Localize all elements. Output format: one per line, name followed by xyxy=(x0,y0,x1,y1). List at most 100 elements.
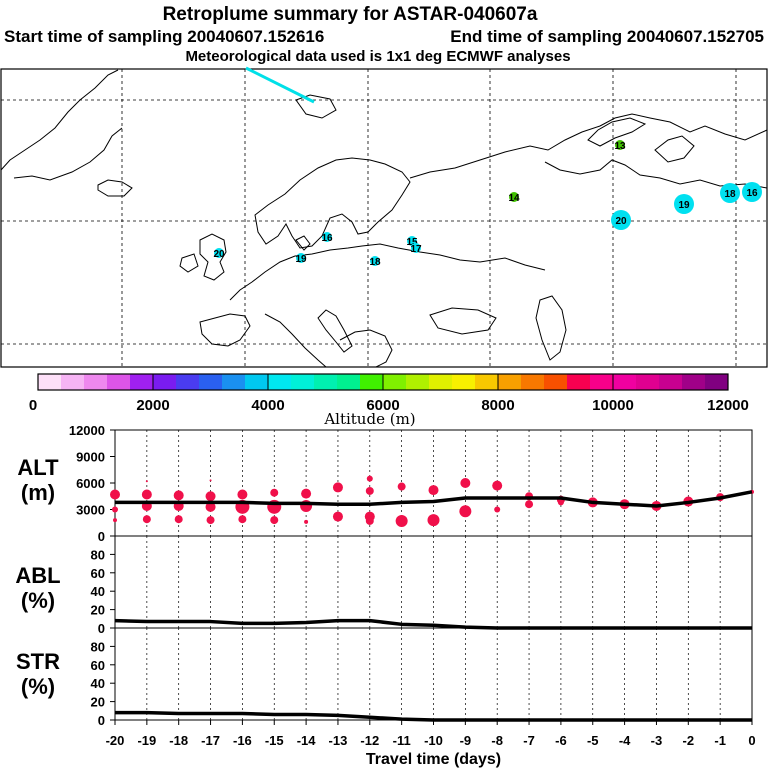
map-marker: 18 xyxy=(369,256,381,268)
x-axis-label: Travel time (days) xyxy=(366,751,501,768)
x-tick-label: -10 xyxy=(424,733,443,748)
coastlines xyxy=(0,69,768,368)
map-marker: 17 xyxy=(410,243,422,255)
colorbar-swatch xyxy=(268,374,292,390)
x-tick-label: -13 xyxy=(329,733,348,748)
altitude-dot xyxy=(112,506,118,513)
map-marker-label: 16 xyxy=(321,233,333,244)
time-series-panels: 030006000900012000ALT(m)020406080ABL(%)0… xyxy=(15,423,755,768)
colorbar-swatch xyxy=(38,374,62,390)
altitude-dot xyxy=(237,489,248,500)
y-axis-unit: (%) xyxy=(21,588,55,613)
colorbar-swatch xyxy=(705,374,729,390)
altitude-dot xyxy=(336,482,339,485)
colorbar-swatch xyxy=(199,374,223,390)
altitude-dot xyxy=(173,490,184,501)
altitude-dot xyxy=(113,518,117,523)
map-marker-label: 20 xyxy=(615,216,627,227)
altitude-colorbar: 0 2000 4000 6000 8000 10000 12000 xyxy=(29,373,749,414)
map-marker: 16 xyxy=(742,182,762,202)
altitude-dot xyxy=(492,480,503,491)
map-marker: 13 xyxy=(614,140,626,152)
colorbar-swatch xyxy=(176,374,200,390)
x-tick-label: -9 xyxy=(460,733,472,748)
map-marker-label: 18 xyxy=(724,189,736,200)
y-tick-label: 3000 xyxy=(76,503,105,518)
map-marker-dot xyxy=(611,210,631,230)
x-tick-label: -11 xyxy=(393,733,411,748)
colorbar-swatch xyxy=(107,374,131,390)
map-marker-label: 18 xyxy=(369,257,381,268)
y-tick-label: 0 xyxy=(98,529,105,544)
map-marker-dot xyxy=(615,140,625,150)
y-tick-label: 9000 xyxy=(76,450,105,465)
colorbar-tick-label: 0 xyxy=(29,397,37,414)
x-tick-label: -14 xyxy=(297,733,317,748)
map-marker-dot xyxy=(370,256,380,266)
y-tick-label: 60 xyxy=(91,566,105,581)
map-marker: 16 xyxy=(321,232,333,244)
y-tick-label: 0 xyxy=(98,621,105,636)
x-tick-label: -3 xyxy=(651,733,663,748)
colorbar-swatch xyxy=(84,374,108,390)
y-tick-label: 40 xyxy=(91,676,105,691)
altitude-dot xyxy=(238,515,247,524)
y-axis-unit: (m) xyxy=(21,480,55,505)
x-tick-label: -8 xyxy=(491,733,503,748)
map-marker: 14 xyxy=(508,192,520,204)
y-tick-label: 80 xyxy=(91,547,105,562)
y-tick-label: 20 xyxy=(91,603,105,618)
map-marker-dot xyxy=(322,232,332,242)
map-marker-label: 16 xyxy=(746,188,758,199)
x-tick-label: -5 xyxy=(587,733,599,748)
met-data-text: Meteorological data used is 1x1 deg ECMW… xyxy=(185,48,570,65)
altitude-dot xyxy=(427,514,440,527)
altitude-dot xyxy=(459,505,472,518)
colorbar-swatch xyxy=(337,374,361,390)
map-marker-label: 15 xyxy=(406,237,418,248)
y-axis-label: ALT xyxy=(17,455,59,480)
altitude-dot xyxy=(395,514,408,527)
map-marker-dot xyxy=(509,192,519,202)
colorbar-swatch xyxy=(475,374,499,390)
map-marker-dot xyxy=(214,248,224,258)
map-graticule xyxy=(1,69,767,367)
altitude-dot xyxy=(205,491,216,502)
altitude-dot xyxy=(525,500,534,509)
altitude-dot xyxy=(141,489,152,500)
colorbar-title: Altitude (m) xyxy=(323,410,415,428)
x-tick-label: 0 xyxy=(748,733,755,748)
chart-panel: 0 20 40 60 80 ABL(%) xyxy=(15,535,753,636)
x-tick-label: -19 xyxy=(137,733,156,748)
altitude-dot xyxy=(366,475,373,482)
colorbar-tick-label: 6000 xyxy=(366,397,399,414)
colorbar-swatch xyxy=(130,374,154,390)
altitude-dot xyxy=(460,478,471,488)
colorbar-swatch xyxy=(61,374,85,390)
y-tick-label: 80 xyxy=(91,639,105,654)
altitude-dot xyxy=(209,479,212,482)
altitude-dot xyxy=(174,515,183,524)
altitude-dot xyxy=(428,485,439,496)
map-marker-label: 20 xyxy=(213,249,225,260)
map-frame xyxy=(0,68,768,368)
y-tick-label: 6000 xyxy=(76,476,105,491)
altitude-dot xyxy=(332,482,343,493)
colorbar-swatch xyxy=(659,374,683,390)
colorbar-swatch xyxy=(521,374,545,390)
map-marker: 18 xyxy=(720,183,740,203)
y-axis-label: STR xyxy=(16,649,60,674)
altitude-dot xyxy=(270,516,279,525)
colorbar-tick-label: 10000 xyxy=(592,397,634,414)
map-marker-label: 14 xyxy=(508,193,520,204)
x-tick-label: -12 xyxy=(360,733,379,748)
altitude-dot xyxy=(142,515,151,524)
map-marker-label: 19 xyxy=(678,200,690,211)
altitude-dot xyxy=(304,519,309,524)
plume-track-line xyxy=(245,66,315,104)
x-tick-label: -16 xyxy=(233,733,252,748)
altitude-dot xyxy=(365,486,374,495)
colorbar-swatch xyxy=(498,374,522,390)
